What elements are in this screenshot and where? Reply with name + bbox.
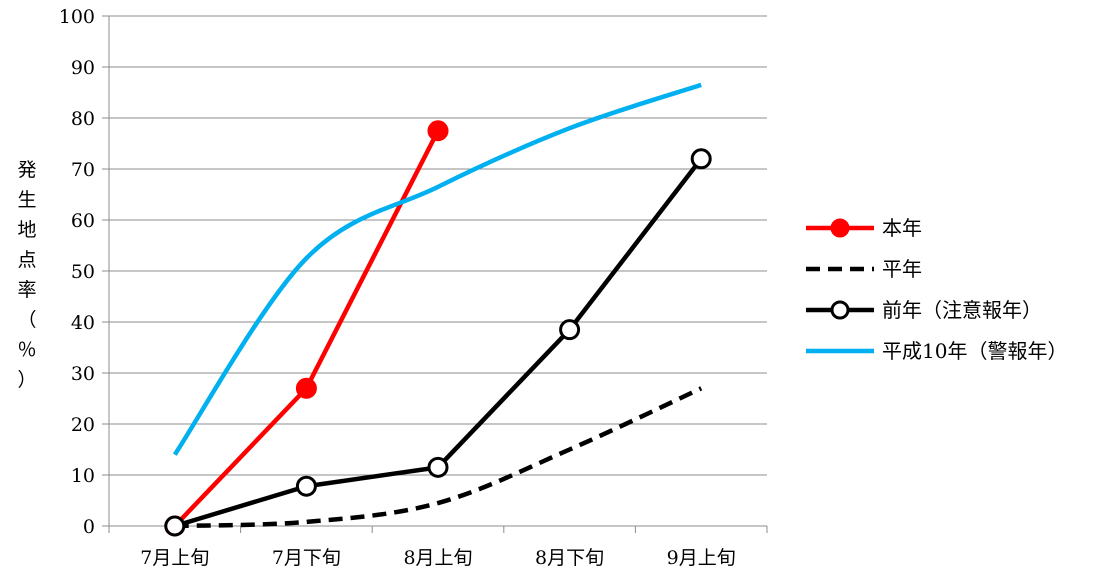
y-tick-label: 90 (71, 57, 95, 79)
series-1 (174, 386, 703, 529)
legend-label: 平年 (882, 257, 922, 281)
legend-label: 前年（注意報年） (882, 298, 1042, 322)
y-axis-label-char: （ (17, 309, 36, 331)
y-axis-label-char: 地 (17, 219, 36, 241)
series-line (172, 82, 702, 456)
legend-label: 平成10年（警報年） (882, 339, 1067, 363)
legend-item: 平成10年（警報年） (806, 339, 1067, 363)
data-point (427, 120, 449, 142)
y-tick-label: 60 (71, 210, 95, 232)
y-axis-label-char: 点 (17, 249, 36, 271)
y-tick-label: 100 (59, 6, 95, 28)
y-tick-label: 80 (71, 108, 95, 130)
series-3 (172, 82, 702, 456)
legend-swatch-marker (830, 218, 850, 238)
y-axis-label-char: ） (17, 369, 36, 391)
legend-item: 本年 (806, 216, 922, 240)
y-tick-label: 30 (71, 363, 95, 385)
data-point (427, 456, 449, 478)
y-axis-label-char: 率 (17, 279, 36, 301)
data-point (559, 319, 581, 341)
axes (102, 15, 768, 533)
y-tick-label: 70 (71, 159, 95, 181)
y-tick-label: 10 (71, 465, 95, 487)
gridlines (109, 15, 767, 476)
x-tick-label: 7月下旬 (272, 547, 341, 569)
legend-label: 本年 (882, 216, 922, 240)
y-axis-label-char: 発 (17, 159, 36, 181)
data-point (295, 377, 317, 399)
y-tick-label: 40 (71, 312, 95, 334)
legend-swatch-marker (830, 300, 850, 320)
y-tick-label: 20 (71, 414, 95, 436)
series-line (174, 386, 703, 529)
y-tick-label: 50 (71, 261, 95, 283)
x-tick-label: 7月上旬 (140, 547, 209, 569)
data-point (164, 515, 186, 537)
series-line (173, 129, 441, 528)
y-tick-labels: 0 10 20 30 40 50 60 70 80 90 100 (59, 6, 95, 538)
y-axis-label-char: ％ (17, 339, 36, 361)
data-point (690, 148, 712, 170)
x-tick-label: 8月下旬 (535, 547, 604, 569)
legend-item: 平年 (806, 257, 922, 281)
x-tick-labels: 7月上旬 7月下旬 8月上旬 8月下旬 9月上旬 (140, 547, 735, 569)
data-point (295, 475, 317, 497)
x-tick-label: 8月上旬 (403, 547, 472, 569)
y-tick-label: 0 (83, 516, 95, 538)
y-axis-label-char: 生 (17, 189, 36, 211)
legend-item: 前年（注意報年） (806, 298, 1042, 322)
x-tick-label: 9月上旬 (667, 547, 736, 569)
series-lines (164, 82, 712, 537)
series-2 (164, 148, 712, 537)
